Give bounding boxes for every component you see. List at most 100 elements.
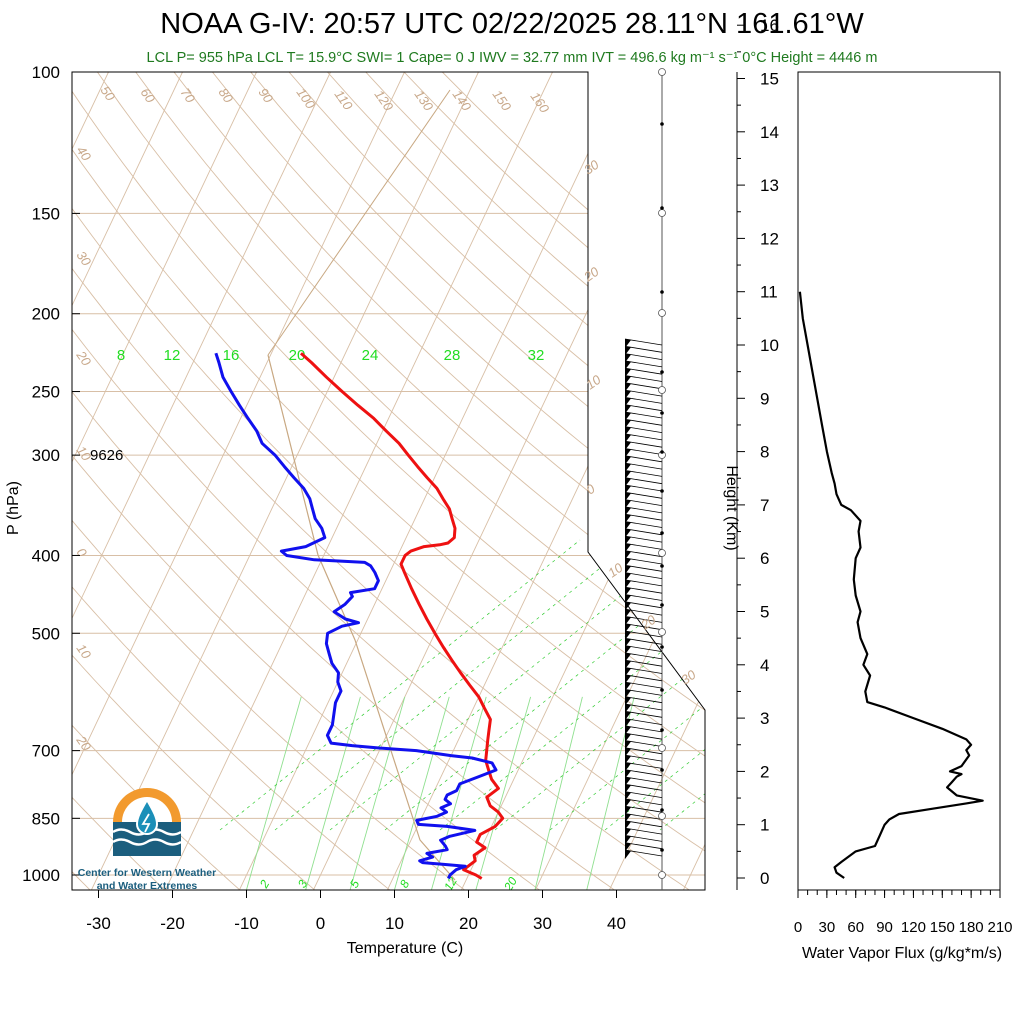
mixing-ratio-label: 16 [223, 347, 240, 364]
mixing-ratio-line [304, 696, 361, 890]
wind-barb [624, 594, 663, 604]
wind-barb [624, 433, 663, 443]
x-tick-label: -10 [234, 914, 259, 933]
y-tick-label: 1000 [22, 866, 60, 885]
wind-barb [624, 360, 663, 370]
level-ring [658, 744, 666, 752]
isotherm-line [312, 72, 701, 890]
wind-barb [624, 411, 663, 421]
wind-barb [624, 681, 663, 692]
dry-adiabat [72, 72, 393, 890]
flux-x-tick-label: 30 [819, 919, 836, 936]
mixing-ratio-label: 8 [397, 877, 413, 890]
mixing-ratio-label: 24 [362, 347, 379, 364]
wind-barb [624, 813, 663, 823]
wind-barb [624, 776, 663, 786]
mixing-ratio-label: 32 [528, 347, 545, 364]
level-dot [660, 290, 664, 294]
logo-line1: Center for Western Weather [78, 867, 216, 879]
moist-adiabat [219, 539, 581, 831]
wind-barb [624, 791, 663, 801]
wind-barb [624, 769, 663, 779]
isotherm-line [72, 72, 183, 890]
wind-barb [624, 462, 663, 473]
wind-barb [624, 375, 663, 385]
isotherm-label: 140 [450, 87, 475, 114]
wind-barb [624, 550, 663, 560]
flux-y-tick-label: 9 [760, 389, 769, 408]
dry-adiabat [365, 72, 705, 890]
isotherm-label: 100 [294, 85, 319, 112]
mixing-ratio-label: 12 [164, 347, 181, 364]
chart-subtitle: LCL P= 955 hPa LCL T= 15.9°C SWI= 1 Cape… [146, 50, 878, 66]
isotherm-label: 20 [73, 347, 95, 369]
wind-barb [624, 491, 663, 502]
level-dot [660, 645, 664, 649]
isotherm-label: 10 [74, 641, 95, 662]
wind-barb [624, 382, 663, 392]
level-dot [660, 206, 664, 210]
isotherm-line [72, 72, 257, 890]
isotherm-line [756, 72, 1024, 892]
isotherm-label: 0 [583, 481, 598, 498]
moist-adiabat [439, 539, 705, 831]
flux-y-tick-label: 2 [760, 762, 769, 781]
skewt-axis-ticks: 3020100102030100150200250300400500700850… [22, 63, 699, 933]
isotherm-label: 70 [178, 85, 199, 106]
wind-barb [624, 710, 663, 721]
level-ring [658, 628, 666, 636]
wind-barb [624, 616, 663, 626]
x-tick-label: 30 [533, 914, 552, 933]
moist-adiabat [494, 539, 705, 831]
isotherm-label: 90 [256, 85, 277, 106]
isotherm-label: 30 [581, 156, 602, 177]
moist-adiabat [604, 539, 705, 831]
wind-barb [624, 740, 663, 750]
flux-y-tick-label: 6 [760, 549, 769, 568]
level-ring [658, 309, 666, 317]
mixing-ratio-label: 8 [117, 347, 125, 364]
y-tick-label: 700 [32, 742, 60, 761]
moist-adiabat [549, 539, 705, 831]
level-dot [660, 531, 664, 535]
isotherm-highlight [267, 89, 451, 356]
wind-barb [624, 484, 663, 494]
isotherm-label: 130 [412, 87, 437, 114]
flux-y-tick-label: 11 [760, 283, 778, 302]
flux-line-group [798, 291, 984, 879]
level-dot [660, 450, 664, 454]
mixing-ratio-line [245, 696, 302, 890]
isotherm-label: 80 [216, 85, 237, 106]
flux-y-tick-label: 0 [760, 869, 769, 888]
y-tick-label: 500 [32, 624, 60, 643]
wind-barb [624, 645, 663, 655]
wind-barb [624, 521, 663, 531]
isotherm-line [72, 72, 331, 890]
y-tick-label: 400 [32, 546, 60, 565]
wind-barb [624, 835, 663, 845]
dry-adiabat [72, 72, 318, 890]
wind-barb [624, 353, 663, 363]
isotherm-label: 30 [678, 666, 699, 687]
level-ring [658, 871, 666, 879]
wind-barb [624, 652, 663, 662]
wind-barb [624, 601, 663, 611]
level-ring [658, 549, 666, 557]
wind-barb [624, 667, 663, 677]
dry-adiabat [72, 72, 693, 890]
wind-barb [624, 754, 663, 765]
flux-y-tick-label: 15 [760, 70, 779, 89]
level-dot [660, 768, 664, 772]
wind-barb [624, 732, 663, 743]
wind-barb [624, 543, 663, 553]
mixing-ratio-line [349, 696, 406, 890]
isotherm-label: 10 [605, 559, 626, 580]
isotherm-label: 50 [98, 83, 119, 104]
temperature-line [300, 352, 505, 880]
wind-barb [624, 798, 663, 808]
wind-barb [624, 397, 663, 407]
wind-barb [624, 426, 663, 436]
wind-barb [624, 608, 663, 619]
wind-barb [624, 557, 663, 567]
